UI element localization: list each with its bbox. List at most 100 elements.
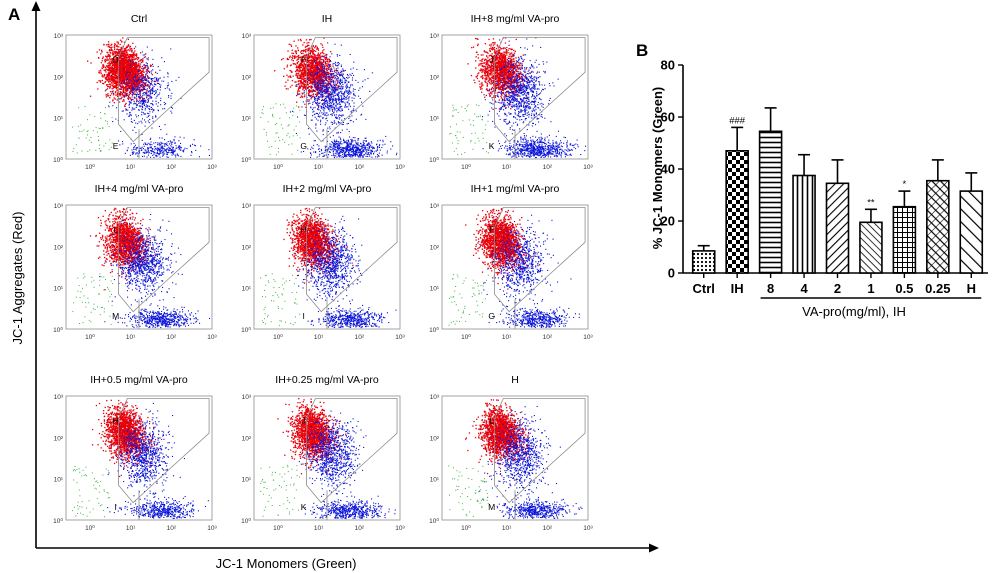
event-dot-red — [108, 65, 109, 66]
event-dot-green — [91, 142, 92, 143]
event-dot-red — [122, 55, 123, 56]
event-dot-blue — [163, 151, 164, 152]
event-dot-red — [322, 50, 323, 51]
flow-x-tick-label: 10³ — [207, 164, 217, 171]
event-dot-red — [131, 69, 132, 70]
event-dot-red — [315, 51, 316, 52]
event-dot-red — [302, 93, 303, 94]
event-dot-red — [115, 71, 116, 72]
event-dot-blue — [147, 63, 148, 64]
event-dot-blue — [126, 95, 127, 96]
event-dot-red — [133, 52, 134, 53]
event-dot-blue — [133, 88, 134, 89]
event-dot-blue — [164, 139, 165, 140]
event-dot-blue — [142, 109, 143, 110]
event-dot-red — [128, 63, 129, 64]
event-dot-red — [300, 52, 301, 53]
event-dot-blue — [333, 148, 334, 149]
event-dot-blue — [148, 80, 149, 81]
event-dot-red — [120, 91, 121, 92]
event-dot-red — [135, 58, 136, 59]
flow-plot: Ctrl10⁰10⁰10¹10¹10²10²10³10³DE — [53, 13, 217, 171]
event-dot-blue — [194, 145, 195, 146]
event-dot-red — [126, 61, 127, 62]
event-dot-blue — [136, 101, 137, 102]
event-dot-blue — [158, 102, 159, 103]
event-dot-red — [138, 63, 139, 64]
event-dot-red — [132, 66, 133, 67]
event-dot-red — [108, 46, 109, 47]
event-dot-blue — [140, 105, 141, 106]
event-dot-red — [110, 59, 111, 60]
event-dot-blue — [153, 78, 154, 79]
event-dot-red — [297, 63, 298, 64]
event-dot-blue — [159, 145, 160, 146]
event-dot-blue — [171, 142, 172, 143]
event-dot-red — [325, 63, 326, 64]
event-dot-blue — [324, 152, 325, 153]
event-dot-red — [125, 54, 126, 55]
event-dot-blue — [176, 145, 177, 146]
event-dot-blue — [168, 141, 169, 142]
event-dot-blue — [135, 78, 136, 79]
event-dot-red — [292, 50, 293, 51]
event-dot-blue — [151, 96, 152, 97]
event-dot-red — [292, 80, 293, 81]
event-dot-blue — [160, 144, 161, 145]
event-dot-blue — [157, 144, 158, 145]
event-dot-blue — [141, 59, 142, 60]
event-dot-blue — [162, 147, 163, 148]
event-dot-blue — [131, 118, 132, 119]
event-dot-blue — [152, 116, 153, 117]
event-dot-blue — [298, 94, 299, 95]
event-dot-red — [308, 42, 309, 43]
event-dot-red — [157, 83, 158, 84]
event-dot-red — [312, 48, 313, 49]
event-dot-green — [72, 127, 73, 128]
event-dot-blue — [129, 105, 130, 106]
event-dot-blue — [168, 157, 169, 158]
event-dot-blue — [142, 147, 143, 148]
event-dot-red — [111, 48, 112, 49]
event-dot-red — [105, 94, 106, 95]
event-dot-blue — [140, 79, 141, 80]
event-dot-blue — [116, 107, 117, 108]
event-dot-red — [146, 58, 147, 59]
event-dot-blue — [140, 97, 141, 98]
event-dot-red — [309, 56, 310, 57]
event-dot-red — [110, 85, 111, 86]
event-dot-blue — [152, 103, 153, 104]
event-dot-blue — [336, 133, 337, 134]
flow-plot: IH10⁰10⁰10¹10¹10²10²10³10³FG — [241, 13, 405, 171]
event-dot-blue — [165, 103, 166, 104]
event-dot-blue — [346, 88, 347, 89]
event-dot-blue — [142, 103, 143, 104]
event-dot-red — [107, 69, 108, 70]
event-dot-red — [106, 44, 107, 45]
event-dot-blue — [199, 156, 200, 157]
event-dot-red — [299, 71, 300, 72]
event-dot-red — [107, 84, 108, 85]
event-dot-red — [315, 46, 316, 47]
event-dot-blue — [151, 151, 152, 152]
event-dot-red — [300, 40, 301, 41]
event-dot-red — [102, 58, 103, 59]
event-dot-blue — [168, 152, 169, 153]
event-dot-blue — [133, 109, 134, 110]
event-dot-red — [122, 75, 123, 76]
event-dot-blue — [143, 86, 144, 87]
event-dot-red — [295, 50, 296, 51]
event-dot-green — [105, 107, 106, 108]
event-dot-blue — [136, 89, 137, 90]
event-dot-blue — [148, 91, 149, 92]
event-dot-red — [311, 81, 312, 82]
event-dot-blue — [140, 90, 141, 91]
event-dot-blue — [161, 81, 162, 82]
event-dot-red — [289, 76, 290, 77]
event-dot-blue — [362, 106, 363, 107]
event-dot-blue — [200, 146, 201, 147]
event-dot-blue — [119, 102, 120, 103]
event-dot-red — [308, 75, 309, 76]
event-dot-red — [123, 100, 124, 101]
event-dot-red — [287, 50, 288, 51]
